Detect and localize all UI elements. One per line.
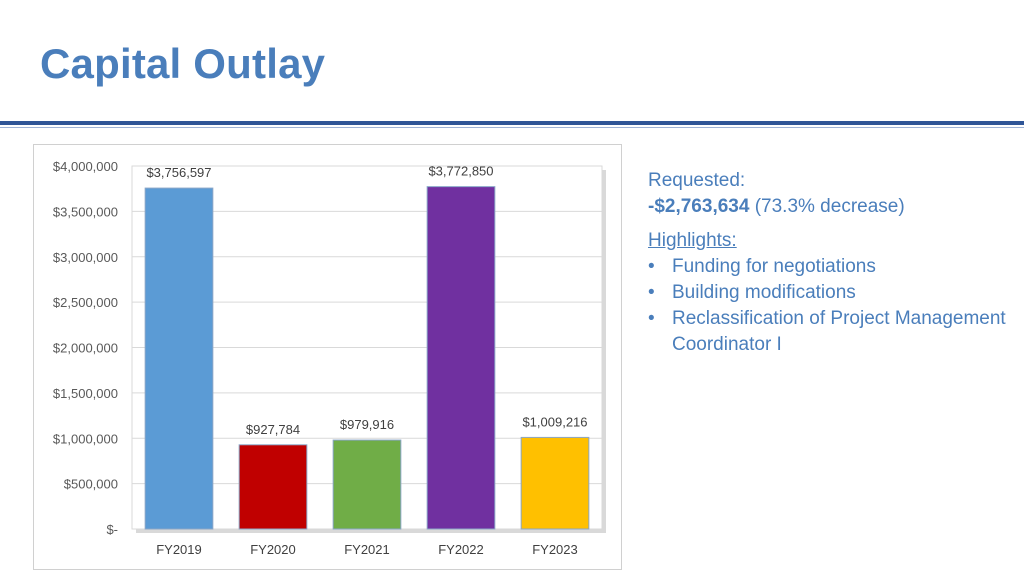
y-tick-label: $500,000	[64, 477, 118, 492]
highlight-item: • Reclassification of Project Management …	[648, 306, 1008, 358]
y-tick-label: $2,500,000	[53, 295, 118, 310]
requested-line: -$2,763,634 (73.3% decrease)	[648, 194, 1008, 220]
bar	[144, 187, 214, 530]
highlight-item: • Building modifications	[648, 280, 1008, 306]
y-tick-label: $3,500,000	[53, 204, 118, 219]
x-tick-label: FY2019	[156, 542, 202, 557]
highlight-text: Building modifications	[672, 282, 856, 303]
y-tick-label: $2,000,000	[53, 341, 118, 356]
summary-panel: Requested: -$2,763,634 (73.3% decrease) …	[648, 168, 1008, 358]
bar	[426, 186, 496, 530]
data-label: $3,772,850	[428, 164, 493, 179]
title-divider-thin	[0, 127, 1024, 128]
slide-title: Capital Outlay	[40, 40, 326, 87]
title-divider	[0, 121, 1024, 125]
x-tick-label: FY2023	[532, 542, 578, 557]
bullet-icon: •	[648, 256, 655, 277]
y-tick-label: $-	[106, 522, 118, 537]
highlights-list: • Funding for negotiations • Building modi…	[648, 254, 1008, 358]
y-tick-label: $3,000,000	[53, 250, 118, 265]
highlight-text: Reclassification of Project Management C…	[672, 308, 1006, 355]
decrease-amount: -$2,763,634	[648, 196, 750, 217]
bullet-icon: •	[648, 282, 655, 303]
capital-outlay-chart: $- $500,000 $1,000,000 $1,500,000 $2,000,000…	[33, 144, 622, 570]
highlights-heading: Highlights:	[648, 230, 737, 251]
y-tick-label: $1,500,000	[53, 386, 118, 401]
decrease-note: (73.3% decrease)	[754, 196, 905, 217]
bar	[238, 444, 308, 530]
bullet-icon: •	[648, 308, 655, 329]
bar-chart: $- $500,000 $1,000,000 $1,500,000 $2,000,000…	[53, 159, 606, 557]
x-tick-label: FY2020	[250, 542, 296, 557]
bar	[332, 439, 402, 530]
highlight-item: • Funding for negotiations	[648, 254, 1008, 280]
y-tick-label: $4,000,000	[53, 159, 118, 174]
highlight-text: Funding for negotiations	[672, 256, 876, 277]
data-label: $1,009,216	[522, 414, 587, 429]
data-label: $927,784	[246, 422, 300, 437]
requested-label: Requested:	[648, 170, 746, 191]
data-label: $3,756,597	[146, 165, 211, 180]
y-tick-label: $1,000,000	[53, 431, 118, 446]
data-label: $979,916	[340, 417, 394, 432]
x-tick-label: FY2021	[344, 542, 390, 557]
x-tick-label: FY2022	[438, 542, 484, 557]
bar	[520, 436, 590, 530]
